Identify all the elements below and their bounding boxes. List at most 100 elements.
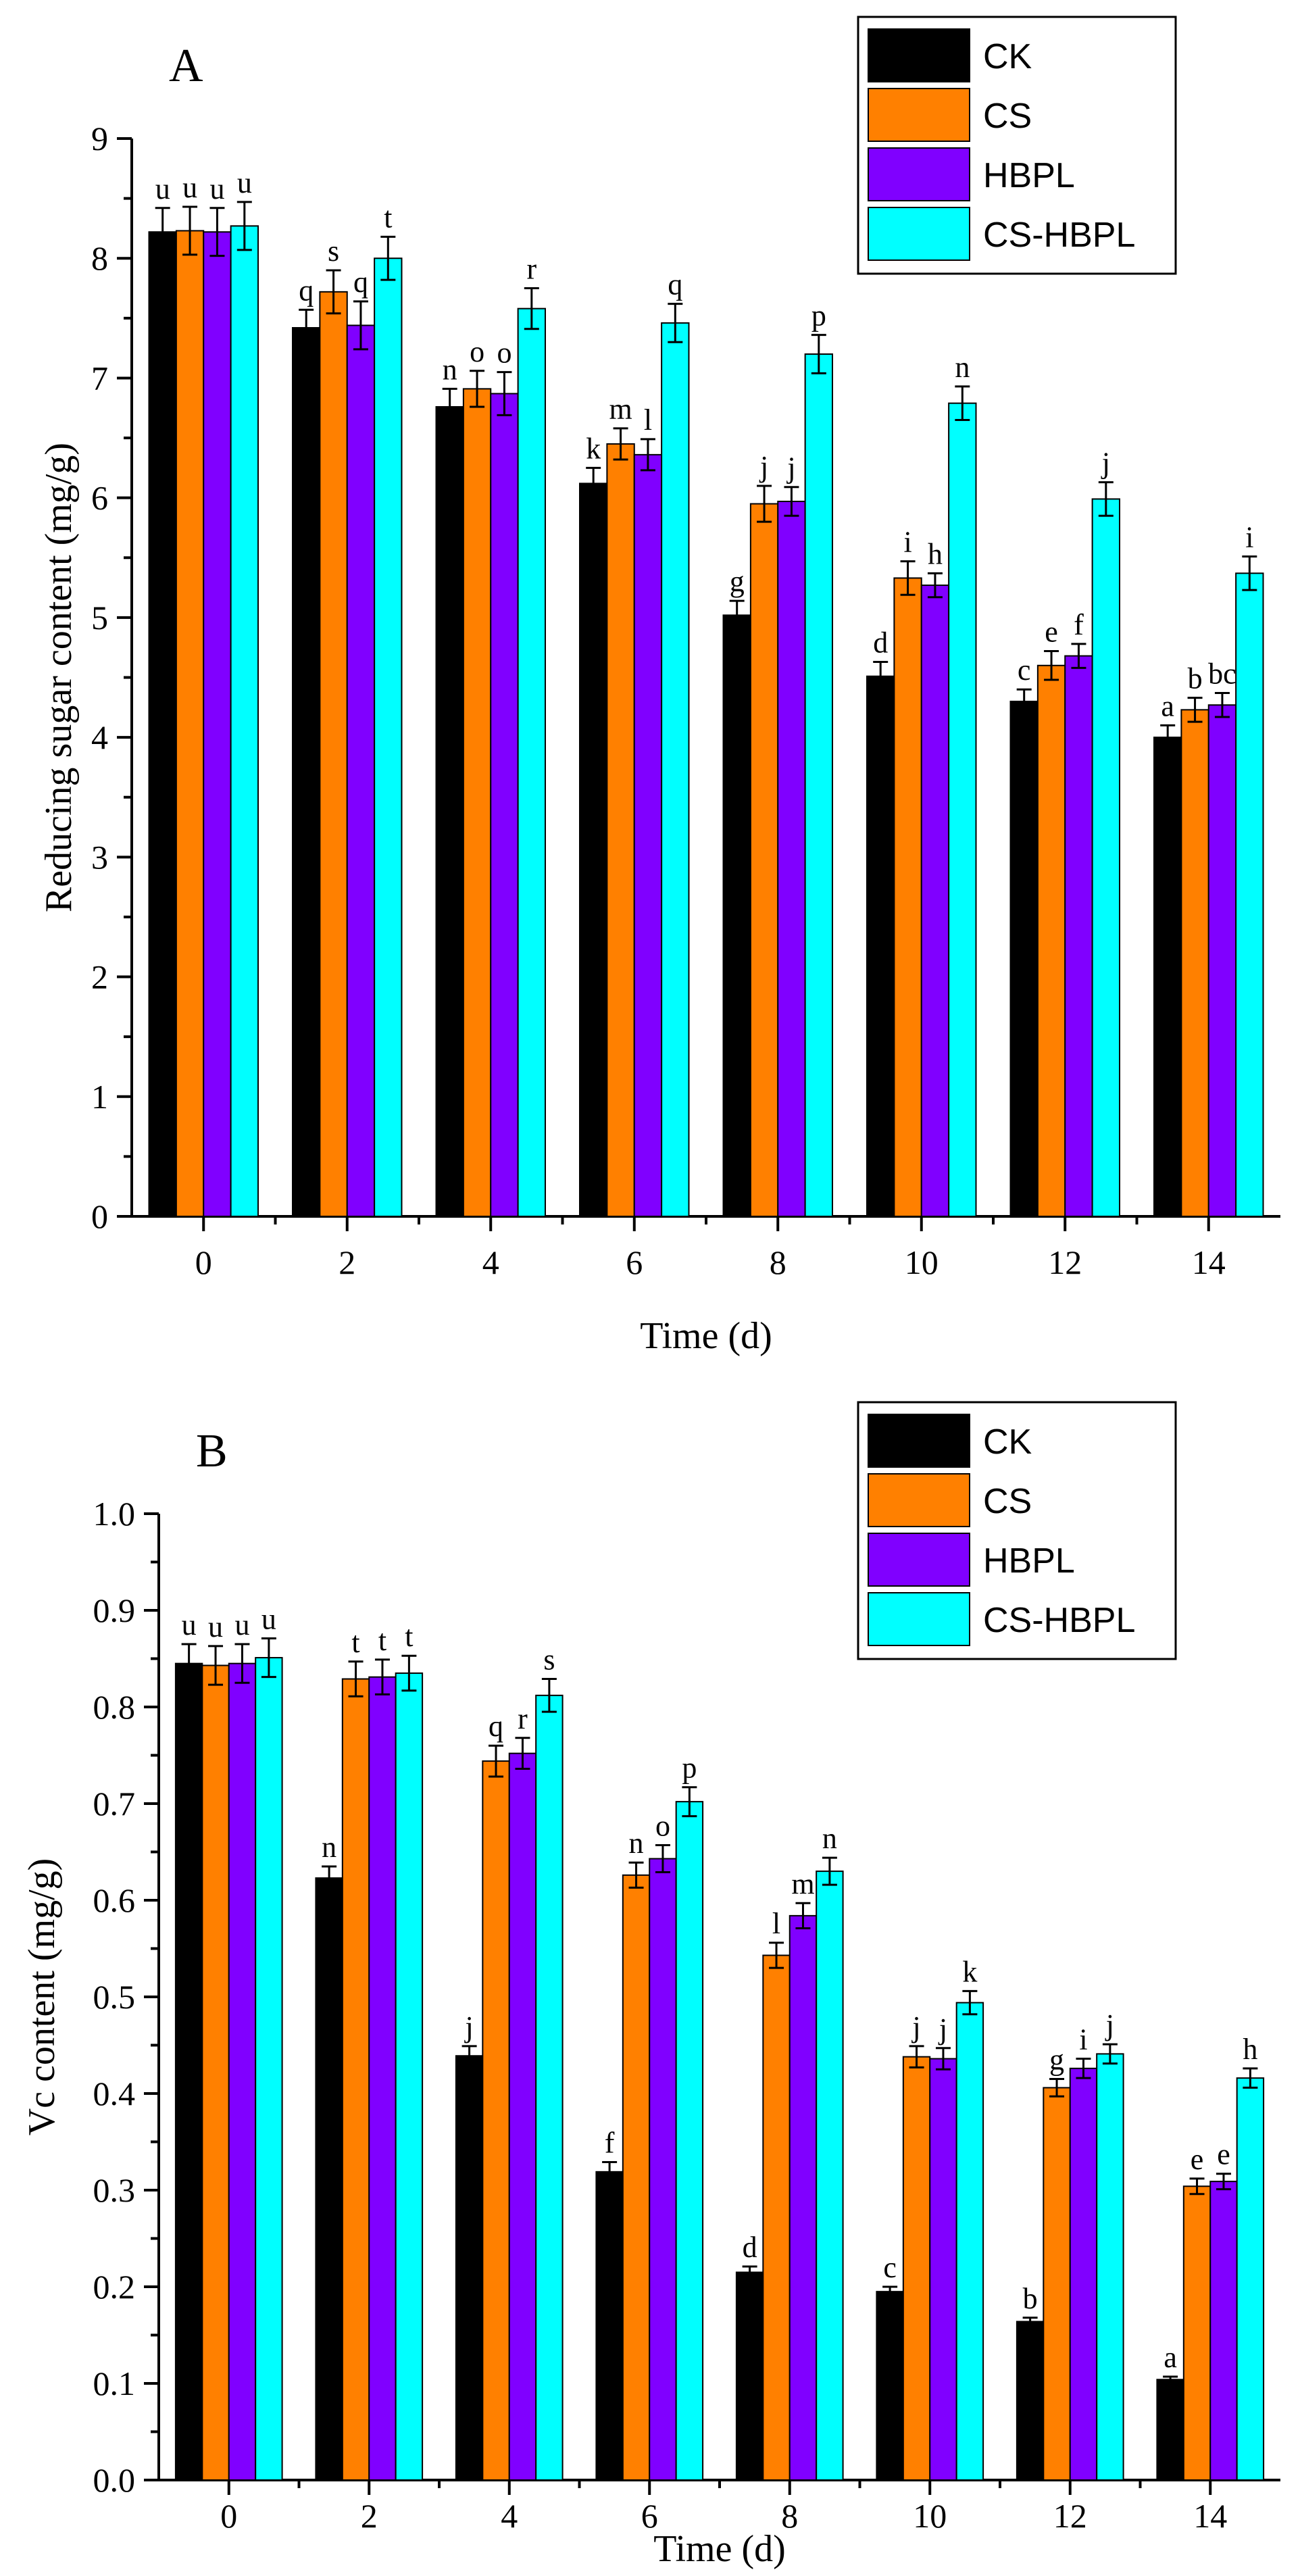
bar-cs-hbpl-day-6 xyxy=(675,1801,704,2481)
bar-hbpl-day-12 xyxy=(1069,2067,1098,2481)
significance-label: a xyxy=(1164,2341,1177,2374)
legend-label: CS-HBPL xyxy=(983,1601,1135,1640)
y-tick-label: 0.0 xyxy=(93,2461,136,2499)
significance-label: bc xyxy=(1208,658,1236,691)
bar-cs-day-10 xyxy=(902,2056,931,2481)
x-tick-label: 14 xyxy=(1193,2497,1227,2535)
bar-hbpl-day-8 xyxy=(789,1914,818,2481)
bar-cs-hbpl-day-8 xyxy=(804,353,833,1217)
significance-label: r xyxy=(526,253,536,286)
y-tick-label: 0.2 xyxy=(93,2268,136,2306)
bar-cs-day-4 xyxy=(462,388,492,1218)
bar-cs-day-14 xyxy=(1180,709,1209,1217)
y-tick-label: 4 xyxy=(91,718,108,756)
bar-cs-day-0 xyxy=(201,1664,230,2481)
bar-cs-day-2 xyxy=(319,291,348,1217)
significance-label: m xyxy=(609,393,632,426)
y-tick-label: 0.9 xyxy=(93,1591,136,1629)
significance-label: n xyxy=(629,1827,644,1860)
significance-label: e xyxy=(1217,2138,1230,2171)
bar-hbpl-day-2 xyxy=(346,324,376,1217)
significance-label: i xyxy=(1079,2023,1087,2056)
x-tick-label: 0 xyxy=(220,2497,237,2535)
bar-cs-hbpl-day-14 xyxy=(1235,572,1264,1217)
legend-swatch-cs-hbpl xyxy=(868,1592,970,1646)
x-tick-label: 6 xyxy=(641,2497,658,2535)
bar-ck-day-0 xyxy=(174,1662,203,2481)
y-tick-label: 1 xyxy=(91,1078,108,1116)
significance-label: h xyxy=(1243,2033,1257,2066)
legend-swatch-ck xyxy=(868,28,970,82)
y-tick-label: 0.5 xyxy=(93,1978,136,2016)
significance-label: g xyxy=(730,565,745,598)
x-tick-label: 0 xyxy=(195,1243,212,1281)
significance-label: l xyxy=(772,1907,780,1940)
significance-label: j xyxy=(911,2010,920,2044)
bar-cs-hbpl-day-10 xyxy=(948,402,977,1217)
y-tick-label: 0.4 xyxy=(93,2075,136,2112)
bar-cs-hbpl-day-4 xyxy=(535,1694,564,2481)
bar-hbpl-day-10 xyxy=(920,585,950,1217)
significance-label: e xyxy=(1045,616,1058,649)
y-tick-label: 8 xyxy=(91,239,108,277)
bar-hbpl-day-14 xyxy=(1209,2181,1238,2481)
significance-label: a xyxy=(1161,689,1174,722)
significance-label: u xyxy=(234,1608,249,1641)
legend-swatch-cs-hbpl xyxy=(868,207,970,261)
x-axis-title: Time (d) xyxy=(640,1315,772,1357)
legend-swatch-hbpl xyxy=(868,147,970,201)
y-tick-label: 0.3 xyxy=(93,2171,136,2209)
x-axis-title: Time (d) xyxy=(653,2528,786,2570)
significance-label: d xyxy=(743,2231,757,2264)
bar-hbpl-day-0 xyxy=(228,1662,257,2481)
bar-ck-day-14 xyxy=(1156,2379,1184,2481)
significance-label: b xyxy=(1023,2282,1038,2315)
significance-label: u xyxy=(261,1602,276,1635)
significance-label: u xyxy=(209,172,224,205)
bar-cs-day-2 xyxy=(341,1678,370,2481)
significance-label: t xyxy=(378,1624,386,1657)
bar-cs-day-4 xyxy=(482,1760,510,2481)
significance-label: q xyxy=(353,266,368,299)
y-tick-label: 0 xyxy=(91,1197,108,1235)
significance-label: p xyxy=(811,299,826,332)
significance-label: t xyxy=(351,1626,359,1659)
legend-label: CS xyxy=(983,97,1032,136)
bar-cs-day-12 xyxy=(1043,2087,1071,2481)
bar-ck-day-8 xyxy=(722,614,751,1217)
significance-label: m xyxy=(791,1867,814,1900)
legend-label: HBPL xyxy=(983,1541,1075,1581)
y-tick-label: 0.8 xyxy=(93,1688,136,1726)
significance-label: t xyxy=(384,201,392,234)
bar-cs-day-0 xyxy=(175,230,205,1218)
bar-cs-hbpl-day-0 xyxy=(230,225,259,1218)
significance-label: c xyxy=(1018,653,1031,687)
significance-label: i xyxy=(1245,521,1253,554)
significance-label: q xyxy=(668,268,682,301)
significance-label: j xyxy=(786,451,795,485)
bar-hbpl-day-14 xyxy=(1207,704,1237,1217)
bar-cs-hbpl-day-2 xyxy=(395,1672,424,2481)
significance-label: s xyxy=(328,234,339,268)
y-axis-title: Vc content (mg/g) xyxy=(21,1858,63,2136)
bar-ck-day-10 xyxy=(866,675,895,1217)
bar-ck-day-0 xyxy=(148,231,177,1218)
y-tick-label: 1.0 xyxy=(93,1495,136,1533)
x-tick-label: 6 xyxy=(626,1243,643,1281)
bar-ck-day-2 xyxy=(315,1877,343,2481)
bar-cs-day-6 xyxy=(606,443,635,1218)
legend-swatch-ck xyxy=(868,1414,970,1468)
significance-label: o xyxy=(655,1809,670,1842)
y-tick-label: 0.1 xyxy=(93,2364,136,2402)
bar-ck-day-12 xyxy=(1009,700,1039,1217)
significance-label: k xyxy=(586,432,601,465)
x-tick-label: 8 xyxy=(770,1243,786,1281)
bar-hbpl-day-4 xyxy=(490,393,519,1218)
significance-label: h xyxy=(928,537,943,570)
x-tick-label: 14 xyxy=(1192,1243,1226,1281)
y-tick-label: 0.7 xyxy=(93,1785,136,1823)
bar-ck-day-8 xyxy=(735,2271,764,2481)
bar-cs-hbpl-day-4 xyxy=(517,307,546,1218)
bar-ck-day-6 xyxy=(595,2171,624,2481)
